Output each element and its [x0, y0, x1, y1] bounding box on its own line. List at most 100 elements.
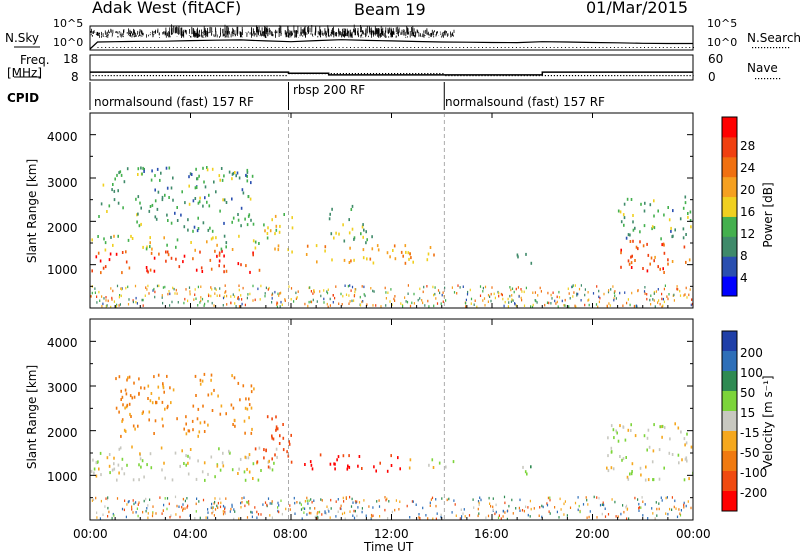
- velocity-cell: [386, 469, 389, 473]
- nsearch-point: [628, 47, 630, 48]
- nsearch-point: [598, 47, 600, 48]
- velocity-cell: [674, 422, 676, 426]
- power-speckle: [237, 297, 239, 300]
- power-speckle: [413, 292, 415, 296]
- nave-point: [424, 73, 426, 75]
- nave-point: [587, 75, 589, 77]
- power-cell: [165, 259, 167, 263]
- velocity-speckle: [665, 512, 667, 515]
- velocity-speckle: [464, 515, 466, 518]
- power-cell: [213, 180, 215, 184]
- power-cell: [363, 228, 365, 232]
- nsearch-point: [225, 47, 227, 48]
- power-cell: [183, 225, 186, 229]
- nsearch-point: [120, 47, 122, 48]
- power-cell: [353, 236, 356, 240]
- velocity-speckle: [202, 498, 205, 502]
- power-cell: [663, 251, 666, 255]
- nsearch-point: [436, 47, 438, 48]
- power-cell: [221, 178, 224, 182]
- velocity-speckle: [497, 516, 500, 519]
- power-speckle: [551, 297, 553, 300]
- power-speckle: [673, 293, 675, 297]
- velocity-speckle: [151, 514, 154, 518]
- velocity-cell: [680, 430, 682, 434]
- velocity-cell: [239, 398, 241, 402]
- nave-point: [116, 75, 118, 77]
- velocity-speckle: [198, 500, 200, 503]
- power-speckle: [185, 288, 187, 291]
- velocity-cell: [130, 415, 132, 418]
- velocity-speckle: [328, 510, 330, 513]
- power-speckle: [238, 297, 240, 301]
- velocity-speckle: [412, 500, 414, 503]
- power-cell: [343, 239, 346, 243]
- power-cell: [653, 199, 655, 203]
- velocity-cell: [337, 455, 340, 459]
- power-speckle: [271, 297, 273, 300]
- nave-point: [321, 73, 323, 75]
- power-speckle: [224, 291, 226, 294]
- power-cell: [156, 207, 159, 211]
- power-speckle: [523, 290, 525, 294]
- velocity-cell: [231, 374, 233, 378]
- velocity-speckle: [361, 507, 363, 510]
- vel-cbar-tick-50: 50: [740, 386, 756, 400]
- power-cell: [216, 243, 218, 247]
- velocity-cell: [201, 379, 204, 383]
- vel-cbar-tick-200: 200: [740, 346, 763, 360]
- power-speckle: [532, 303, 534, 307]
- power-speckle: [222, 304, 224, 307]
- power-cell: [218, 259, 221, 263]
- power-speckle: [332, 301, 334, 304]
- nsearch-legend-dot: [770, 47, 772, 49]
- velocity-cell: [174, 451, 177, 455]
- nave-point: [279, 75, 281, 77]
- power-speckle: [252, 284, 254, 288]
- velocity-cell: [275, 447, 278, 451]
- power-speckle: [521, 298, 523, 302]
- power-cell: [651, 227, 653, 231]
- power-cell: [223, 264, 225, 268]
- power-speckle: [168, 290, 170, 293]
- nave-point: [306, 73, 308, 75]
- power-cell: [232, 216, 235, 220]
- nave-point: [427, 73, 429, 75]
- power-cell: [189, 172, 192, 176]
- nave-label: Nave: [747, 61, 778, 75]
- power-speckle: [677, 288, 679, 291]
- nsearch-legend-dot: [779, 47, 781, 49]
- velocity-cell: [287, 454, 290, 458]
- velocity-cell: [610, 424, 613, 428]
- velocity-speckle: [257, 513, 260, 516]
- velocity-cell: [163, 461, 165, 465]
- velocity-cell: [645, 465, 647, 469]
- velocity-cell: [607, 454, 609, 458]
- velocity-speckle: [316, 517, 318, 520]
- power-cell: [116, 173, 118, 177]
- velocity-speckle: [451, 511, 453, 514]
- velocity-speckle: [372, 506, 374, 509]
- velocity-speckle: [241, 497, 243, 500]
- nsearch-point: [282, 47, 284, 48]
- velocity-speckle: [163, 503, 165, 507]
- velocity-cell: [275, 427, 278, 431]
- velocity-cell: [658, 448, 661, 452]
- power-speckle: [327, 305, 329, 308]
- velocity-cell: [118, 471, 120, 475]
- velocity-speckle: [398, 508, 400, 511]
- power-speckle: [515, 287, 517, 291]
- velocity-cell: [282, 448, 285, 452]
- velocity-speckle: [281, 512, 283, 516]
- velocity-speckle: [126, 503, 128, 506]
- power-cell: [121, 271, 123, 275]
- power-speckle: [624, 291, 626, 294]
- velocity-cell: [219, 412, 222, 416]
- power-cell: [389, 255, 391, 259]
- power-speckle: [259, 298, 261, 301]
- velocity-cell: [222, 464, 225, 468]
- velocity-cell: [246, 467, 248, 471]
- velocity-speckle: [137, 514, 139, 518]
- power-cbar-tick-24: 24: [740, 161, 756, 175]
- power-cell: [167, 253, 170, 257]
